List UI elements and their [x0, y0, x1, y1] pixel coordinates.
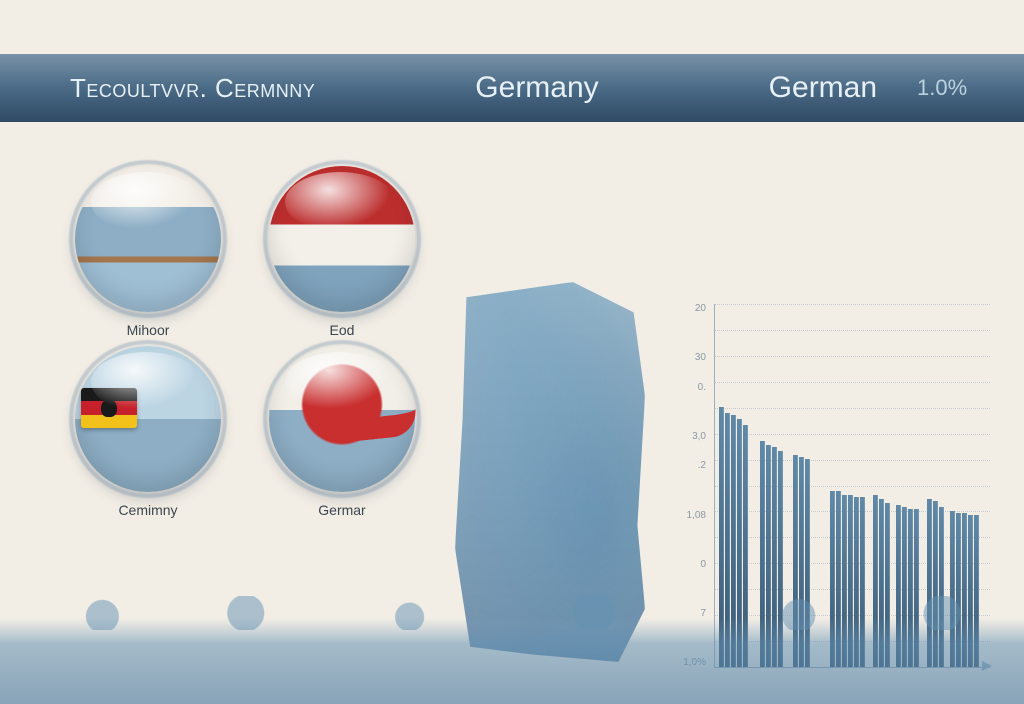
content-area: Mihoor Eod Cemimny Germar — [0, 122, 1024, 642]
y-tick-label: 30 — [680, 353, 710, 363]
orb-4-wrap: Germar — [260, 346, 424, 518]
header-percent-label: 1.0% — [917, 75, 967, 101]
orb-1-wrap: Mihoor — [66, 166, 230, 338]
eagle-icon — [101, 399, 117, 417]
y-tick-label: 0. — [680, 383, 710, 393]
y-tick-label: 3,0 — [680, 432, 710, 442]
orb-2-wrap: Eod — [260, 166, 424, 338]
y-tick-label: 1,08 — [680, 511, 710, 521]
germany-flag-icon — [81, 388, 137, 428]
bottom-watercolor-band — [0, 618, 1024, 704]
header-bar: Tecoultvvr. Cermnny Germany German 1.0% — [0, 54, 1024, 122]
orb-1-icon — [75, 166, 221, 312]
header-left-label: Tecoultvvr. Cermnny — [70, 73, 315, 104]
header-mid-label: Germany — [475, 71, 598, 105]
orb-3-wrap: Cemimny — [66, 346, 230, 518]
header-right-label: German — [769, 71, 877, 105]
orb-2-icon — [269, 166, 415, 312]
top-margin — [0, 0, 1024, 54]
orb-3-label: Cemimny — [118, 502, 177, 518]
y-tick-label: 20 — [680, 304, 710, 314]
orb-3-icon — [75, 346, 221, 492]
orb-4-label: Germar — [318, 502, 365, 518]
y-tick-label: .2 — [680, 461, 710, 471]
orb-2-label: Eod — [330, 322, 355, 338]
orb-4-icon — [269, 346, 415, 492]
orb-grid: Mihoor Eod Cemimny Germar — [0, 122, 460, 642]
y-tick-label: 0 — [680, 560, 710, 570]
orb-1-label: Mihoor — [127, 322, 170, 338]
